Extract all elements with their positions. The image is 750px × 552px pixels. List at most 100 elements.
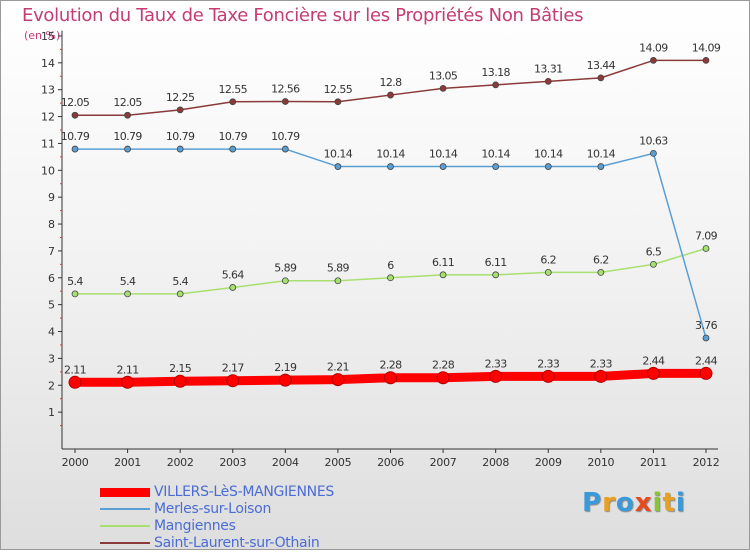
data-label: 10.14 [481, 148, 510, 161]
logo-letter: x [634, 488, 653, 518]
data-point [597, 269, 605, 276]
data-point [597, 74, 605, 82]
data-point [544, 77, 552, 85]
data-point [387, 91, 394, 99]
data-label: 3.76 [695, 319, 718, 332]
data-label: 5.64 [222, 268, 245, 281]
data-point [334, 98, 342, 106]
data-label: 10.14 [587, 148, 616, 161]
legend-swatch [100, 525, 150, 527]
legend-label: Mangiennes [154, 518, 236, 534]
logo-letter: o [615, 488, 635, 518]
x-tick-label: 2009 [535, 456, 562, 469]
data-label: 6.11 [485, 256, 507, 269]
x-tick-label: 2007 [430, 456, 457, 469]
data-point [281, 98, 289, 105]
data-point [702, 334, 710, 342]
x-tick-label: 2003 [219, 456, 246, 469]
logo-letter: r [602, 488, 616, 518]
data-label: 10.14 [324, 148, 353, 161]
data-label: 5.4 [120, 275, 136, 288]
data-point [594, 369, 608, 383]
x-tick-label: 2004 [272, 456, 299, 469]
y-tick-label: 11 [41, 137, 55, 150]
data-label: 12.8 [379, 76, 402, 89]
x-tick-label: 2005 [325, 456, 352, 469]
data-label: 2.28 [379, 359, 402, 372]
x-tick-label: 2010 [587, 456, 614, 469]
logo-letter: t [662, 488, 676, 518]
data-point [439, 271, 447, 279]
data-label: 12.05 [113, 96, 142, 109]
data-label: 10.14 [376, 148, 405, 161]
data-point [229, 98, 237, 106]
legend-label: Saint-Laurent-sur-Othain [154, 535, 320, 551]
data-label: 6.5 [646, 245, 662, 258]
y-tick-label: 12 [41, 111, 55, 124]
data-point [492, 271, 500, 279]
data-label: 2.21 [327, 361, 349, 374]
data-point [439, 163, 447, 170]
data-label: 13.05 [429, 69, 458, 82]
data-label: 13.18 [481, 66, 510, 79]
data-point [544, 163, 552, 170]
logo-letter: i [675, 488, 686, 518]
x-tick-label: 2008 [482, 456, 509, 469]
data-label: 6.2 [540, 253, 556, 266]
legend-swatch [100, 508, 150, 510]
x-tick-label: 2012 [693, 456, 720, 469]
data-label: 14.09 [639, 41, 668, 54]
data-label: 6 [387, 259, 394, 272]
data-point [492, 81, 500, 89]
data-point [176, 106, 184, 114]
data-point [71, 145, 79, 153]
data-point [124, 290, 131, 298]
x-tick-label: 2001 [114, 456, 141, 469]
data-label: 2.33 [485, 357, 508, 370]
y-tick-label: 4 [48, 326, 55, 339]
x-tick-label: 2011 [640, 456, 667, 469]
y-tick-label: 15 [41, 30, 55, 43]
data-point [281, 277, 289, 285]
data-label: 13.44 [587, 59, 616, 72]
data-point [541, 369, 555, 383]
legend-label: VILLERS-LèS-MANGIENNES [154, 484, 334, 500]
data-label: 13.31 [534, 62, 563, 75]
data-point [229, 284, 237, 291]
chart-title: Evolution du Taux de Taxe Foncière sur l… [22, 5, 584, 26]
data-point [387, 274, 394, 282]
data-label: 2.28 [432, 359, 455, 372]
data-point [702, 57, 710, 64]
data-label: 2.19 [274, 361, 297, 374]
data-point [492, 163, 500, 170]
data-point [124, 111, 131, 119]
data-point [173, 374, 187, 388]
data-point [176, 290, 184, 298]
data-label: 14.09 [692, 41, 721, 54]
data-label: 10.79 [166, 130, 195, 143]
data-label: 2.33 [537, 357, 560, 370]
data-label: 2.44 [642, 354, 665, 367]
data-label: 10.79 [271, 130, 300, 143]
data-point [121, 375, 135, 389]
data-label: 7.09 [695, 229, 718, 242]
x-tick-label: 2006 [377, 456, 404, 469]
data-label: 10.79 [113, 130, 142, 143]
data-point [702, 245, 710, 252]
data-label: 6.11 [432, 256, 454, 269]
y-tick-label: 5 [48, 299, 55, 312]
data-point [278, 373, 292, 387]
proxiti-logo: Proxiti [582, 488, 686, 518]
data-label: 6.2 [593, 253, 609, 266]
data-label: 10.63 [639, 134, 668, 147]
data-label: 12.55 [219, 83, 248, 96]
data-label: 10.79 [219, 130, 248, 143]
y-tick-label: 14 [41, 57, 55, 70]
data-point [650, 57, 657, 64]
data-label: 12.05 [61, 96, 90, 109]
data-label: 2.17 [222, 362, 245, 375]
data-point [650, 149, 657, 157]
data-point [334, 163, 342, 170]
